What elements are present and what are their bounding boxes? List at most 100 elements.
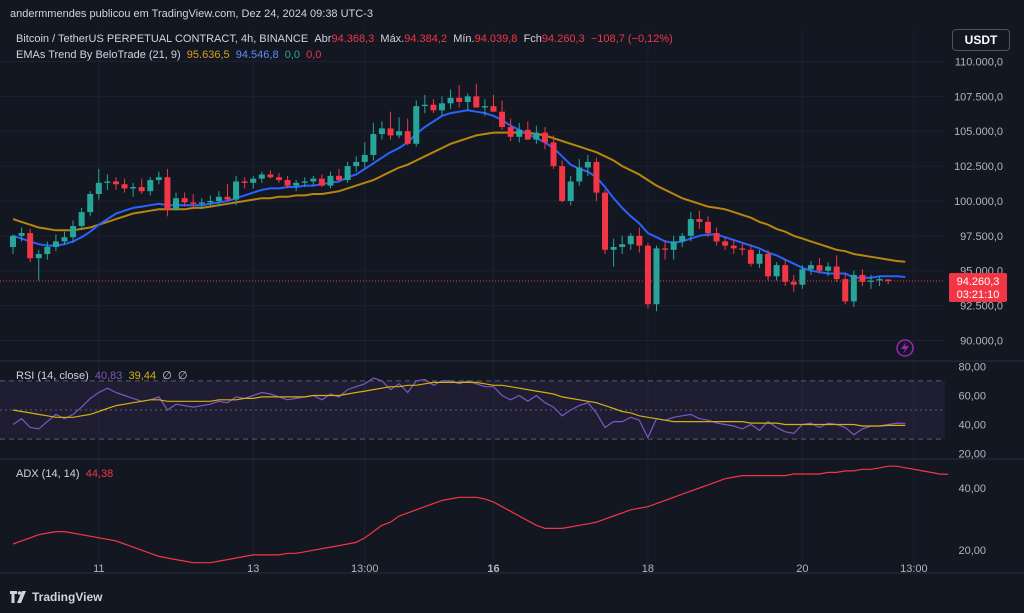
- candle-body: [610, 247, 617, 250]
- legend-ema3: 0,0: [285, 49, 300, 61]
- candle-body: [790, 281, 797, 285]
- candle-body: [679, 235, 686, 242]
- x-tick-label: 16: [487, 563, 499, 575]
- legend-close: 94.260,3: [542, 33, 585, 45]
- candle-body: [653, 248, 660, 305]
- candle-body: [593, 161, 600, 193]
- candle-body: [284, 180, 291, 186]
- ema9-line: [12, 109, 906, 279]
- y-tick-label: 97.500,0: [960, 231, 1003, 243]
- candle-body: [747, 249, 754, 264]
- currency-button[interactable]: USDT: [952, 29, 1010, 51]
- candle-body: [112, 181, 119, 185]
- candle-body: [713, 233, 720, 242]
- candle-body: [516, 129, 523, 137]
- candle-body: [198, 202, 205, 204]
- candle-body: [619, 244, 626, 248]
- candle-body: [215, 196, 222, 201]
- candle-body: [10, 235, 16, 248]
- candle-body: [18, 233, 25, 236]
- candle-body: [730, 245, 737, 249]
- symbol-legend: Bitcoin / TetherUS PERPETUAL CONTRACT, 4…: [16, 33, 673, 45]
- lightning-alert-icon[interactable]: [896, 339, 914, 357]
- candle-body: [233, 181, 240, 200]
- candle-body: [756, 253, 763, 264]
- candle-body: [207, 200, 214, 203]
- candle-body: [61, 237, 68, 242]
- candle-body: [739, 248, 746, 250]
- candle-body: [550, 142, 557, 167]
- y-tick-label: 102.500,0: [954, 161, 1003, 173]
- candle-body: [70, 226, 77, 238]
- rsi-band-fill: [0, 380, 945, 440]
- candle-body: [52, 241, 59, 248]
- candle-body: [765, 253, 772, 277]
- legend-rsi-null1: ∅: [162, 370, 172, 382]
- candle-body: [396, 131, 403, 136]
- candle-body: [670, 241, 677, 250]
- candle-body: [833, 266, 840, 280]
- legend-ema1: 95.636,5: [187, 49, 230, 61]
- legend-low-label: Mín.: [453, 33, 474, 45]
- ema21-line: [12, 131, 906, 263]
- candle-body: [44, 247, 51, 254]
- candle-body: [404, 131, 411, 144]
- candle-body: [464, 96, 471, 102]
- candle-body: [704, 221, 711, 234]
- candle-body: [241, 181, 248, 183]
- y-tick-label: 107.500,0: [954, 91, 1003, 103]
- legend-spacer: [113, 468, 119, 480]
- candle-body: [138, 187, 145, 192]
- candle-body: [541, 132, 548, 143]
- candles-group: [10, 83, 892, 312]
- x-tick-label: 13:00: [351, 563, 379, 575]
- legend-rsi-ma: 39,44: [129, 370, 157, 382]
- legend-rsi-val: 40,83: [95, 370, 123, 382]
- candle-body: [95, 182, 102, 194]
- rsi-y-tick-label: 20,00: [958, 449, 986, 461]
- legend-symbol: Bitcoin / TetherUS PERPETUAL CONTRACT, 4…: [16, 33, 308, 45]
- candle-body: [439, 103, 445, 111]
- candle-body: [799, 269, 806, 285]
- candle-body: [524, 129, 531, 140]
- candle-body: [567, 181, 574, 201]
- ema-legend: EMAs Trend By BeloTrade (21, 9) 95.636,5…: [16, 49, 328, 61]
- adx-y-tick-label: 20,00: [958, 545, 986, 557]
- candle-body: [662, 248, 669, 250]
- legend-low: 94.039,8: [475, 33, 518, 45]
- y-tick-label: 100.000,0: [954, 196, 1003, 208]
- candle-body: [130, 187, 137, 189]
- legend-high: 94.384,2: [404, 33, 447, 45]
- candle-body: [602, 192, 609, 250]
- candle-body: [344, 166, 351, 181]
- y-tick-label: 105.000,0: [954, 126, 1003, 138]
- candle-body: [310, 178, 317, 182]
- candle-body: [627, 235, 634, 245]
- candle-body: [807, 265, 814, 270]
- candle-body: [258, 174, 265, 179]
- tradingview-logo-icon: [10, 591, 26, 603]
- candle-body: [87, 194, 94, 213]
- adx-line: [12, 465, 949, 564]
- candle-body: [275, 177, 282, 181]
- rsi-legend: RSI (14, close) 40,83 39,44 ∅ ∅: [16, 370, 194, 382]
- x-tick-label: 18: [642, 563, 654, 575]
- candle-body: [361, 154, 368, 162]
- legend-spacer: [321, 49, 327, 61]
- candle-body: [447, 97, 454, 104]
- candle-body: [687, 219, 694, 236]
- candle-body: [318, 178, 325, 186]
- x-tick-label: 20: [796, 563, 808, 575]
- legend-rsi-null2: ∅: [178, 370, 188, 382]
- adx-legend: ADX (14, 14) 44,38: [16, 468, 119, 480]
- candle-body: [533, 132, 540, 140]
- candle-body: [181, 198, 188, 203]
- candle-body: [782, 265, 789, 282]
- brand-label: TradingView: [32, 590, 103, 604]
- legend-ema-name: EMAs Trend By BeloTrade (21, 9): [16, 49, 181, 61]
- candle-body: [387, 128, 394, 136]
- candle-body: [421, 104, 428, 107]
- candle-body: [413, 106, 420, 144]
